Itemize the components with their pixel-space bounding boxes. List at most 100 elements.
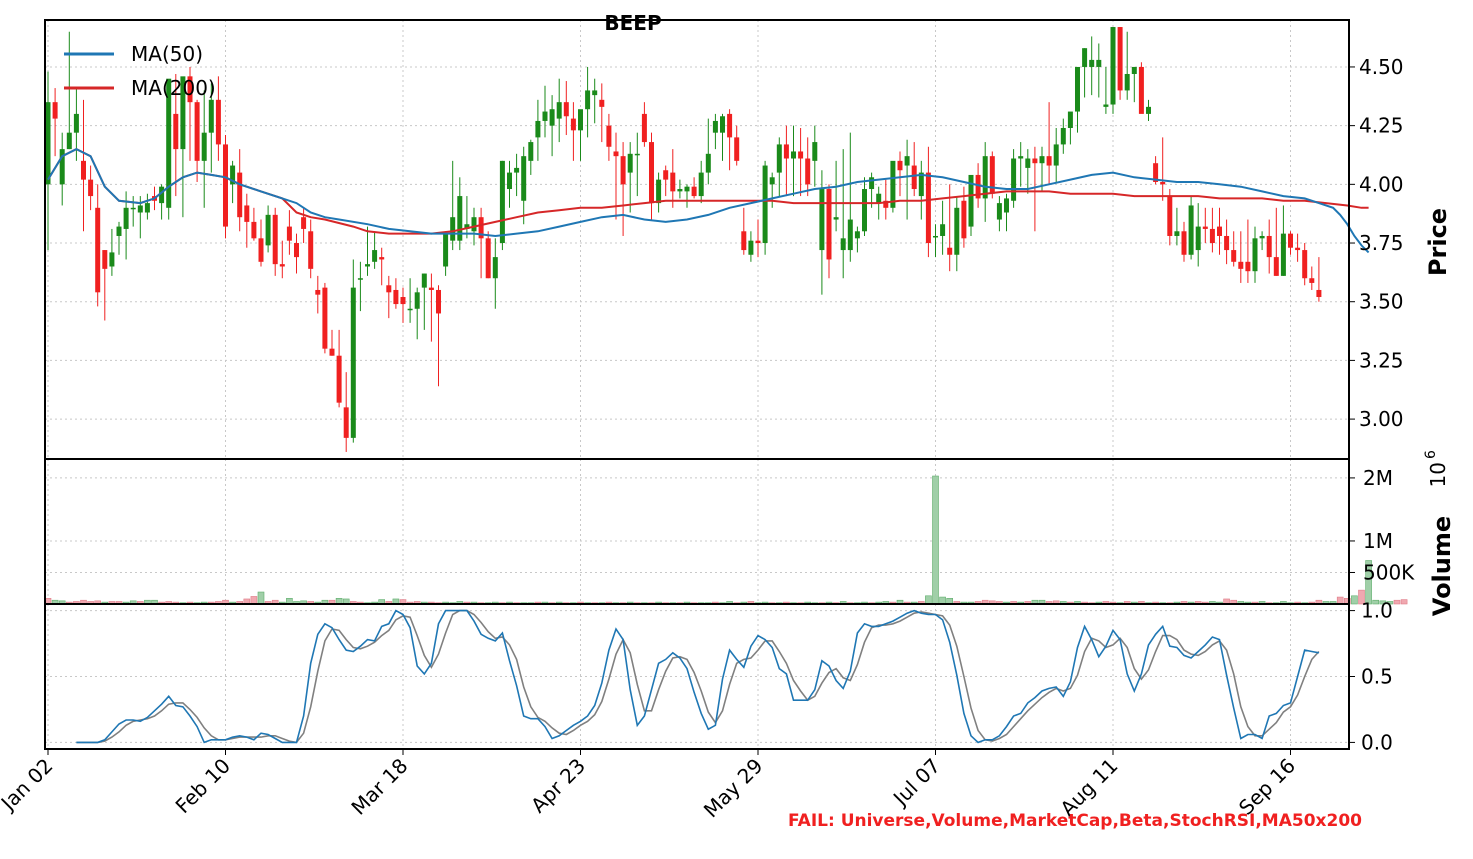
candle-body [201,132,207,161]
candle-body [237,172,243,218]
candle-body [989,156,995,194]
candle-body [748,240,754,255]
candle-body [897,160,903,171]
candle-body [805,158,811,185]
candle-body [81,160,86,180]
candle-body [812,142,818,161]
candle-body [1075,66,1080,112]
candle-body [308,231,314,269]
candle-body [940,224,946,236]
candle-body [315,289,321,295]
candle-body [1004,198,1009,213]
volume-scale-exponent: 6 [1423,450,1439,459]
candle-body [1067,111,1073,128]
candle-body [854,231,860,239]
candle-body [819,189,825,251]
candle-body [428,287,434,290]
candle-body [159,186,165,204]
candle-body [535,120,541,138]
price-legend: MA(50) MA(200) [64,42,216,100]
candle-body [421,273,427,288]
candle-body [1060,127,1066,145]
candle-body [485,238,491,279]
y-tick-label: 1.0 [1361,599,1393,623]
price-grid [45,20,1349,459]
candle-body [627,153,633,173]
candle-body [194,102,200,161]
candle-body [144,203,150,213]
candle-body [776,144,782,173]
candle-body [1117,27,1123,91]
candle-body [592,90,598,96]
candle-body [641,113,647,143]
candle-body [1103,104,1109,107]
price-panel: 3.003.253.503.754.004.254.50 BEEP Price … [44,11,1452,460]
candle-body [840,238,846,251]
stochrsi-k-line [76,609,1320,744]
candle-body [1195,226,1201,251]
candle-body [1167,196,1173,236]
candle-body [1011,158,1017,201]
candle-body [798,151,804,159]
status-message: FAIL: Universe,Volume,MarketCap,Beta,Sto… [788,811,1362,831]
candle-body [350,287,356,438]
volume-bar [1379,600,1387,605]
price-candles [45,27,1322,452]
price-yticks: 3.00 3.25 3.50 3.75 4.00 4.25 4.50 [1349,55,1404,431]
candle-body [613,151,619,157]
candle-body [1202,226,1208,229]
y-tick-label: 0.0 [1361,730,1393,754]
candle-body [542,111,548,121]
candle-body [173,113,179,150]
candle-body [1295,247,1301,251]
candle-body [343,407,349,438]
candle-body [1238,261,1244,269]
candle-body [890,160,896,208]
candle-body [499,160,505,244]
candle-body [606,125,612,147]
candle-body [769,177,775,185]
chart-title: BEEP [604,11,661,35]
y-tick-label: 3.50 [1359,290,1404,314]
candle-body [265,214,271,246]
candle-body [578,109,583,131]
volume-bar [1386,601,1394,605]
candle-body [1138,66,1144,114]
candle-body [1025,158,1031,168]
candle-body [407,308,413,311]
candle-body [379,257,385,260]
candle-body [251,221,257,239]
candle-body [1018,156,1024,159]
candle-body [918,172,924,197]
candle-body [457,196,463,241]
candle-body [66,132,72,150]
candle-body [301,217,307,229]
candle-body [1231,250,1237,262]
candle-body [705,153,711,173]
candle-body [961,200,967,239]
candle-body [244,205,250,222]
candle-body [755,240,761,244]
candle-body [599,99,605,107]
candle-body [1273,257,1279,276]
candle-body [1046,156,1052,166]
volume-bar [1336,596,1344,605]
candle-body [876,193,882,204]
candle-body [1252,238,1258,272]
candle-body [684,186,690,192]
candle-body [656,179,662,204]
candle-body [166,78,172,208]
candle-body [791,151,796,159]
volume-bar [1372,599,1379,605]
volume-bar [1400,599,1408,605]
stochrsi-yticks: 0.0 0.5 1.0 [1349,599,1393,754]
candle-body [783,144,789,159]
candle-body [649,142,654,204]
y-tick-label: 3.00 [1359,407,1404,431]
candle-body [741,231,747,251]
candle-body [230,165,236,185]
candle-body [862,189,867,232]
candle-body [1259,235,1265,239]
candle-body [478,217,484,239]
